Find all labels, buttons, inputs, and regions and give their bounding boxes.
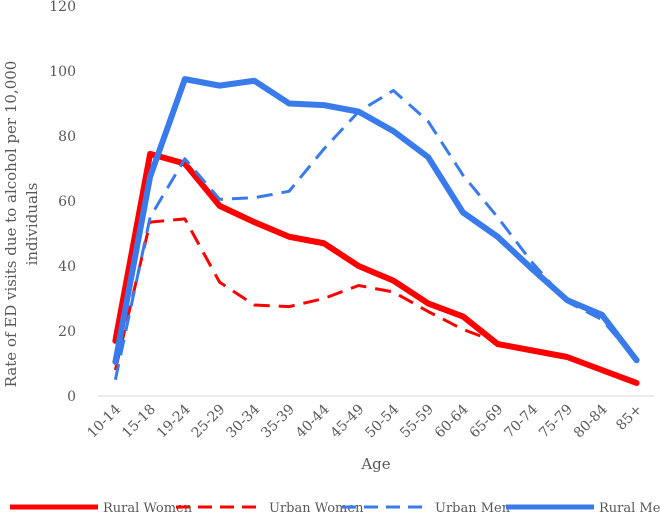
legend: Rural Women Urban Women Urban Men Rural Men [10,501,660,514]
legend-label-urban-men: Urban Men [435,501,511,514]
legend-label-urban-women: Urban Women [269,501,364,514]
x-tick-label-30-34: 30-34 [223,401,263,441]
x-tick-label-35-39: 35-39 [258,402,298,442]
y-axis-title-line-1: Rate of ED visits due to alcohol per 10,… [2,61,20,388]
x-tick-label-85: 85+ [613,402,645,434]
y-tick-label-100: 100 [49,64,76,80]
x-tick-label-15-18: 15-18 [119,402,159,442]
x-tick-label-19-24: 19-24 [154,401,194,441]
x-tick-label-25-29: 25-29 [189,402,229,442]
x-axis-title: Age [360,455,390,473]
x-tick-label-75-79: 75-79 [536,402,576,442]
y-tick-label-60: 60 [58,194,76,210]
x-tick-label-10-14: 10-14 [84,401,124,441]
legend-label-rural-women: Rural Women [103,501,193,514]
series-line-rural-women [112,150,640,386]
y-tick-labels: 0 20 40 60 80 100 120 [49,0,76,405]
y-tick-label-0: 0 [67,389,76,405]
x-tick-label-65-69: 65-69 [467,402,507,442]
series-line-urban-women [113,217,499,371]
y-tick-label-80: 80 [58,129,76,145]
x-tick-label-45-49: 45-49 [328,402,368,442]
series-line-rural-men [112,76,640,365]
x-tick-label-60-64: 60-64 [432,401,472,441]
legend-label-rural-men: Rural Men [599,501,660,514]
y-axis-title-line-2: individuals [23,183,41,266]
y-axis-title: Rate of ED visits due to alcohol per 10,… [2,61,41,388]
x-tick-label-55-59: 55-59 [397,402,437,442]
y-tick-label-20: 20 [58,324,76,340]
x-tick-label-50-54: 50-54 [362,401,402,441]
x-tick-labels: 10-1415-1819-2425-2930-3435-3940-4445-49… [84,401,645,441]
x-tick-label-70-74: 70-74 [501,401,541,441]
y-tick-label-120: 120 [49,0,76,15]
y-tick-label-40: 40 [58,259,76,275]
series-lines [112,76,640,386]
x-tick-label-40-44: 40-44 [293,401,333,441]
x-tick-label-80-84: 80-84 [571,401,611,441]
